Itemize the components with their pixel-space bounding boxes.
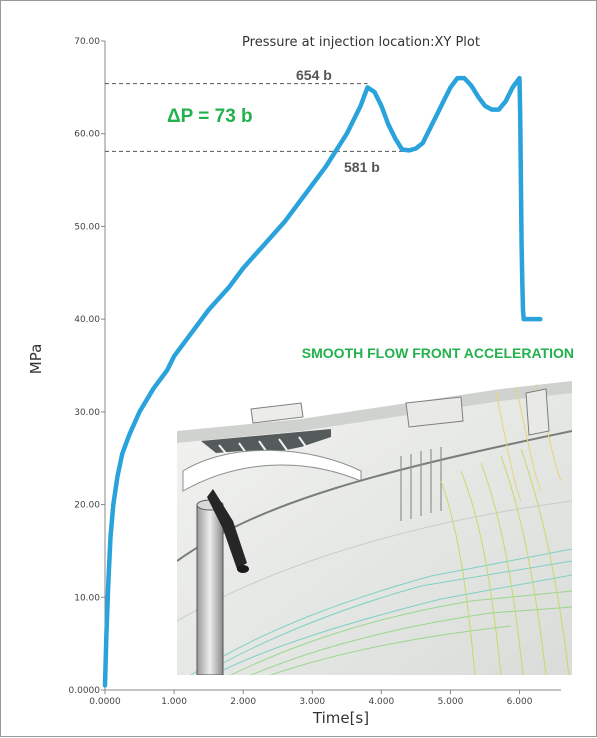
x-tick-label: 4.000 <box>368 697 394 707</box>
x-tick-label: 3.000 <box>299 697 325 707</box>
x-tick-label: 2.000 <box>230 697 256 707</box>
y-tick-label: 70.00 <box>74 37 100 47</box>
ref-label-lower: 581 b <box>344 159 380 175</box>
pressure-series-line <box>102 75 543 688</box>
y-tick-label: 10.00 <box>74 593 100 603</box>
y-tick-label: 30.00 <box>74 408 100 418</box>
x-tick-label: 0.0000 <box>89 697 121 707</box>
y-tick-label: 20.00 <box>74 501 100 511</box>
chart-title: Pressure at injection location:XY Plot <box>242 35 480 50</box>
x-tick-label: 6.000 <box>507 697 533 707</box>
delta-p-annotation: ΔP = 73 b <box>167 106 253 127</box>
x-ticks: 0.0000 1.000 2.000 3.000 4.000 5.000 6.000 <box>89 690 533 707</box>
axes <box>104 41 561 691</box>
y-tick-label: 40.00 <box>74 315 100 325</box>
y-axis-title: MPa <box>27 344 45 375</box>
reference-lines <box>105 83 406 152</box>
y-ticks: 0.0000 10.00 20.00 30.00 40.00 50.00 60.00 70.0… <box>69 37 105 696</box>
ref-label-upper: 654 b <box>296 67 332 83</box>
x-axis-title: Time[s] <box>312 709 369 727</box>
y-tick-label: 0.0000 <box>69 686 101 696</box>
flow-front-annotation: SMOOTH FLOW FRONT ACCELERATION <box>302 345 574 361</box>
x-tick-label: 5.000 <box>438 697 464 707</box>
x-tick-label: 1.000 <box>161 697 187 707</box>
y-tick-label: 50.00 <box>74 222 100 232</box>
y-tick-label: 60.00 <box>74 130 100 140</box>
part-simulation-image <box>177 379 572 675</box>
series-group <box>102 75 543 688</box>
